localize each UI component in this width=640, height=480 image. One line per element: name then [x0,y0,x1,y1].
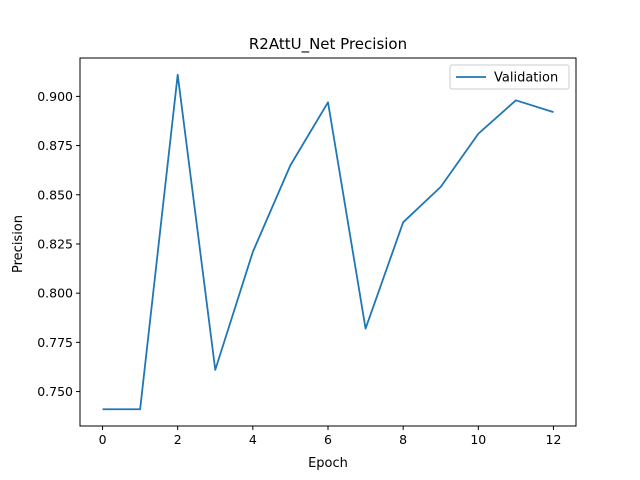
y-tick-label: 0.900 [37,89,73,104]
x-axis: 0 2 4 6 8 10 12 [99,426,562,447]
y-tick-label: 0.800 [37,286,73,301]
x-axis-label: Epoch [308,456,348,471]
y-tick-label: 0.825 [37,236,73,251]
x-tick-label: 8 [399,432,407,447]
y-tick-label: 0.875 [37,138,73,153]
x-tick-label: 2 [174,432,182,447]
series-line-validation [102,73,554,411]
y-tick-label: 0.750 [37,384,73,399]
legend-box [449,64,570,90]
y-tick-label: 0.775 [37,335,73,350]
x-tick-label: 0 [99,432,107,447]
y-tick-label: 0.850 [37,187,73,202]
x-tick-label: 12 [546,432,562,447]
x-tick-label: 6 [324,432,332,447]
chart-title: R2AttU_Net Precision [249,35,407,54]
legend-label-validation: Validation [494,71,558,86]
y-axis-label: Precision [11,215,26,273]
legend: Validation [449,64,570,90]
x-tick-label: 10 [470,432,486,447]
y-axis: 0.750 0.775 0.800 0.825 0.850 0.875 0.900 [37,89,80,399]
plot-area [102,73,554,411]
x-tick-label: 4 [249,432,257,447]
